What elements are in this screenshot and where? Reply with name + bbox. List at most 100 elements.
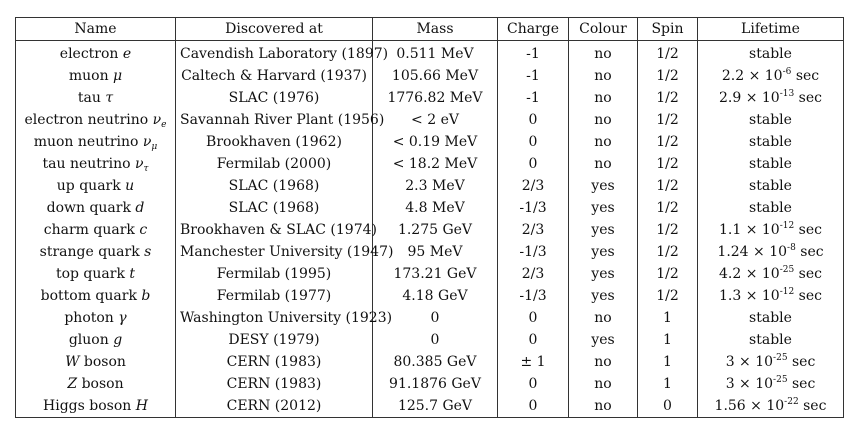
particle-name: electron bbox=[59, 46, 119, 62]
lifetime-text: stable bbox=[749, 178, 792, 194]
discovered-cell: Brookhaven (1962) bbox=[175, 131, 373, 153]
mass-cell: 80.385 GeV bbox=[372, 351, 498, 373]
particle-name-cell: photon γ bbox=[15, 307, 176, 329]
lifetime-exponent: -6 bbox=[782, 67, 792, 77]
charge-cell: 0 bbox=[497, 329, 569, 351]
lifetime-base: 3 × 10 bbox=[725, 376, 774, 392]
table-row: strange quark s Manchester University (19… bbox=[15, 241, 844, 263]
mass-cell: 91.1876 GeV bbox=[372, 373, 498, 395]
table-row: Higgs boson H CERN (2012) 125.7 GeV 0 no 0 1.5… bbox=[15, 395, 844, 418]
particle-name: strange quark bbox=[39, 244, 140, 260]
mass-cell: 125.7 GeV bbox=[372, 395, 498, 418]
colour-cell: no bbox=[568, 65, 638, 87]
particle-symbol-subscript: μ bbox=[151, 142, 158, 152]
colour-cell: yes bbox=[568, 197, 638, 219]
discovered-cell: CERN (1983) bbox=[175, 351, 373, 373]
lifetime-unit: sec bbox=[798, 90, 822, 106]
charge-cell: 0 bbox=[497, 153, 569, 175]
charge-cell: 0 bbox=[497, 131, 569, 153]
lifetime-cell: stable bbox=[697, 131, 844, 153]
header-charge: Charge bbox=[497, 17, 569, 41]
lifetime-cell: 1.1 × 10-12 sec bbox=[697, 219, 844, 241]
discovered-cell: Fermilab (1977) bbox=[175, 285, 373, 307]
lifetime-base: 4.2 × 10 bbox=[719, 266, 780, 282]
lifetime-cell: stable bbox=[697, 40, 844, 65]
lifetime-cell: 1.56 × 10-22 sec bbox=[697, 395, 844, 418]
particle-symbol-subscript: e bbox=[161, 120, 167, 130]
particle-name-cell: strange quark s bbox=[15, 241, 176, 263]
particle-name-cell: W boson bbox=[15, 351, 176, 373]
spin-cell: 1/2 bbox=[637, 175, 698, 197]
particle-symbol: γ bbox=[118, 310, 127, 326]
particle-name: charm quark bbox=[43, 222, 135, 238]
discovered-cell: Caltech & Harvard (1937) bbox=[175, 65, 373, 87]
lifetime-cell: stable bbox=[697, 109, 844, 131]
particle-name: muon neutrino bbox=[33, 134, 139, 150]
particle-symbol: H bbox=[135, 398, 148, 414]
lifetime-cell: stable bbox=[697, 329, 844, 351]
table-body: electron e Cavendish Laboratory (1897) 0.5… bbox=[15, 40, 844, 418]
table-row: down quark d SLAC (1968) 4.8 MeV -1/3 yes 1/2… bbox=[15, 197, 844, 219]
discovered-cell: CERN (1983) bbox=[175, 373, 373, 395]
lifetime-exponent: -13 bbox=[779, 89, 795, 99]
mass-cell: 173.21 GeV bbox=[372, 263, 498, 285]
lifetime-base: 3 × 10 bbox=[725, 354, 774, 370]
discovered-cell: SLAC (1976) bbox=[175, 87, 373, 109]
mass-cell: 2.3 MeV bbox=[372, 175, 498, 197]
particle-name: tau neutrino bbox=[42, 156, 131, 172]
header-spin: Spin bbox=[637, 17, 698, 41]
particle-symbol: ν bbox=[134, 156, 144, 172]
particle-name-cell: bottom quark b bbox=[15, 285, 176, 307]
particle-name: Higgs boson bbox=[43, 398, 132, 414]
particle-name-cell: electron e bbox=[15, 40, 176, 65]
spin-cell: 1/2 bbox=[637, 109, 698, 131]
colour-cell: no bbox=[568, 307, 638, 329]
particle-name: gluon bbox=[68, 332, 109, 348]
colour-cell: no bbox=[568, 153, 638, 175]
particle-name: muon bbox=[68, 68, 109, 84]
table-row: Z boson CERN (1983) 91.1876 GeV 0 no 1 3 × 10-… bbox=[15, 373, 844, 395]
colour-cell: no bbox=[568, 131, 638, 153]
particle-symbol: ν bbox=[142, 134, 152, 150]
mass-cell: < 18.2 MeV bbox=[372, 153, 498, 175]
charge-cell: 0 bbox=[497, 109, 569, 131]
table-row: W boson CERN (1983) 80.385 GeV ± 1 no 1 3 × 10… bbox=[15, 351, 844, 373]
particle-name: up quark bbox=[56, 178, 121, 194]
particle-name-cell: charm quark c bbox=[15, 219, 176, 241]
colour-cell: yes bbox=[568, 285, 638, 307]
header-lifetime: Lifetime bbox=[697, 17, 844, 41]
table-row: up quark u SLAC (1968) 2.3 MeV 2/3 yes 1/2 sta… bbox=[15, 175, 844, 197]
mass-cell: 4.18 GeV bbox=[372, 285, 498, 307]
lifetime-cell: 1.24 × 10-8 sec bbox=[697, 241, 844, 263]
lifetime-base: 2.2 × 10 bbox=[721, 68, 783, 84]
charge-cell: 0 bbox=[497, 395, 569, 418]
lifetime-cell: stable bbox=[697, 153, 844, 175]
table-row: gluon g DESY (1979) 0 0 yes 1 stable bbox=[15, 329, 844, 351]
lifetime-unit: sec bbox=[792, 376, 816, 392]
header-row: Name Discovered at Mass Charge Colour Sp… bbox=[15, 17, 844, 41]
charge-cell: 2/3 bbox=[497, 175, 569, 197]
lifetime-cell: 3 × 10-25 sec bbox=[697, 373, 844, 395]
particle-symbol: τ bbox=[105, 90, 114, 106]
lifetime-exponent: -25 bbox=[779, 265, 795, 275]
spin-cell: 1/2 bbox=[637, 65, 698, 87]
mass-cell: 1.275 GeV bbox=[372, 219, 498, 241]
particle-symbol: g bbox=[113, 332, 123, 348]
particle-name-cell: muon μ bbox=[15, 65, 176, 87]
particle-name: tau bbox=[77, 90, 101, 106]
table-row: photon γ Washington University (1923) 0 0 no… bbox=[15, 307, 844, 329]
particle-name-cell: electron neutrino νe bbox=[15, 109, 176, 131]
mass-cell: 0 bbox=[372, 329, 498, 351]
charge-cell: 0 bbox=[497, 307, 569, 329]
mass-cell: < 0.19 MeV bbox=[372, 131, 498, 153]
charge-cell: -1/3 bbox=[497, 197, 569, 219]
discovered-cell: Manchester University (1947) bbox=[175, 241, 393, 263]
lifetime-unit: sec bbox=[792, 354, 816, 370]
mass-cell: 95 MeV bbox=[372, 241, 498, 263]
particle-name: photon bbox=[64, 310, 114, 326]
header-name: Name bbox=[15, 17, 176, 41]
charge-cell: 2/3 bbox=[497, 219, 569, 241]
table-row: muon μ Caltech & Harvard (1937) 105.66 MeV… bbox=[15, 65, 844, 87]
lifetime-unit: sec bbox=[798, 266, 822, 282]
lifetime-base: 2.9 × 10 bbox=[719, 90, 780, 106]
